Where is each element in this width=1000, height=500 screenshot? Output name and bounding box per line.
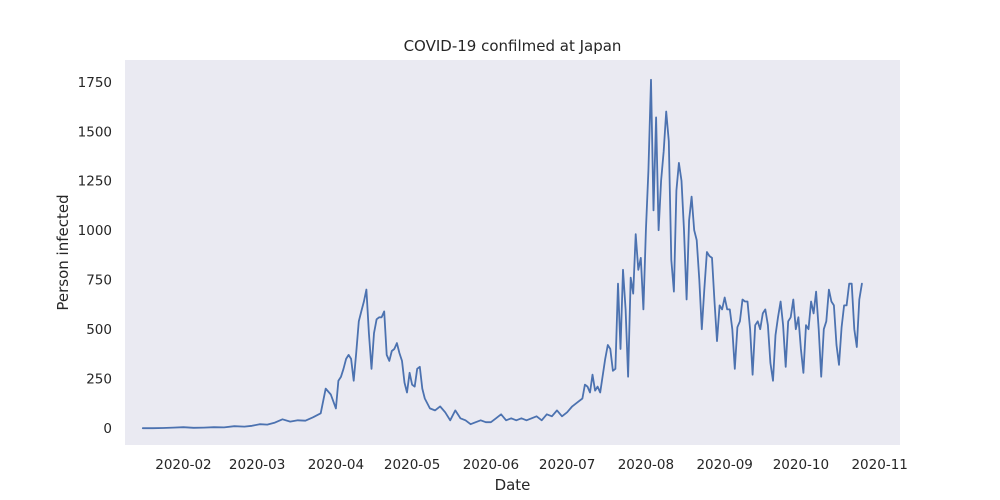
- x-tick-label: 2020-11: [851, 457, 907, 473]
- x-tick-label: 2020-09: [696, 457, 752, 473]
- y-tick-label: 1500: [78, 124, 112, 140]
- y-tick-label: 250: [86, 372, 112, 388]
- y-tick-label: 0: [103, 421, 112, 437]
- x-tick-label: 2020-02: [155, 457, 211, 473]
- plot-area: [125, 60, 900, 445]
- chart-title: COVID-19 confilmed at Japan: [404, 37, 622, 55]
- y-tick-label: 1000: [78, 223, 112, 239]
- x-tick-label: 2020-05: [384, 457, 440, 473]
- x-tick-label: 2020-06: [463, 457, 519, 473]
- y-axis-ticks: 0 250 500 750 1000 1250 1500 1750: [78, 75, 112, 437]
- y-tick-label: 500: [86, 322, 112, 338]
- x-tick-label: 2020-03: [229, 457, 285, 473]
- x-axis-label: Date: [495, 476, 531, 494]
- y-axis-label: Person infected: [54, 194, 72, 310]
- x-tick-label: 2020-07: [539, 457, 595, 473]
- x-tick-label: 2020-10: [773, 457, 829, 473]
- y-tick-label: 1250: [78, 174, 112, 190]
- y-tick-label: 750: [86, 273, 112, 289]
- x-tick-label: 2020-08: [618, 457, 674, 473]
- x-axis-ticks: 2020-02 2020-03 2020-04 2020-05 2020-06 2020-…: [155, 457, 908, 473]
- x-tick-label: 2020-04: [308, 457, 364, 473]
- series-line: [141, 78, 863, 430]
- y-tick-label: 1750: [78, 75, 112, 91]
